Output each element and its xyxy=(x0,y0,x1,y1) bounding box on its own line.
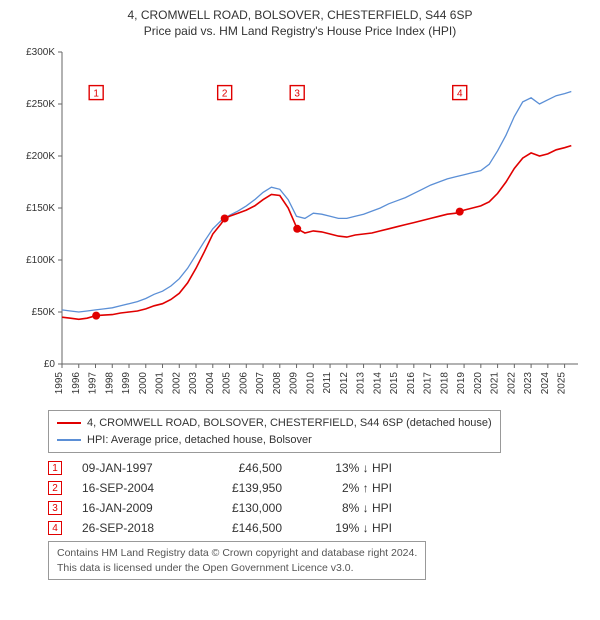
svg-text:£300K: £300K xyxy=(26,47,55,58)
transaction-row: 3 16-JAN-2009 £130,000 8% ↓ HPI xyxy=(48,501,588,515)
transaction-row: 4 26-SEP-2018 £146,500 19% ↓ HPI xyxy=(48,521,588,535)
footer-attribution: Contains HM Land Registry data © Crown c… xyxy=(48,541,426,580)
svg-text:£0: £0 xyxy=(44,359,56,370)
svg-text:2006: 2006 xyxy=(238,372,249,395)
svg-text:2011: 2011 xyxy=(322,372,333,394)
svg-text:2018: 2018 xyxy=(439,372,450,395)
svg-text:2016: 2016 xyxy=(406,372,417,395)
svg-text:2000: 2000 xyxy=(138,372,149,395)
svg-text:2024: 2024 xyxy=(540,372,551,395)
svg-text:2014: 2014 xyxy=(372,372,383,395)
transaction-row: 2 16-SEP-2004 £139,950 2% ↑ HPI xyxy=(48,481,588,495)
svg-text:2004: 2004 xyxy=(205,372,216,395)
svg-text:2007: 2007 xyxy=(255,372,266,395)
transaction-diff: 13% ↓ HPI xyxy=(302,461,392,475)
svg-text:£50K: £50K xyxy=(32,307,56,318)
legend: 4, CROMWELL ROAD, BOLSOVER, CHESTERFIELD… xyxy=(48,410,501,453)
marker-dot-3 xyxy=(293,225,301,233)
svg-text:1998: 1998 xyxy=(104,372,115,395)
transaction-price: £146,500 xyxy=(202,521,282,535)
svg-text:1997: 1997 xyxy=(88,372,99,395)
svg-text:£200K: £200K xyxy=(26,151,55,162)
svg-text:£100K: £100K xyxy=(26,255,55,266)
title-line-1: 4, CROMWELL ROAD, BOLSOVER, CHESTERFIELD… xyxy=(12,8,588,22)
transaction-marker: 4 xyxy=(48,521,62,535)
svg-text:2015: 2015 xyxy=(389,372,400,395)
series-hpi xyxy=(62,92,571,313)
transaction-price: £130,000 xyxy=(202,501,282,515)
legend-swatch xyxy=(57,439,81,441)
footer-line-2: This data is licensed under the Open Gov… xyxy=(57,561,417,576)
svg-text:2019: 2019 xyxy=(456,372,467,395)
legend-item-0: 4, CROMWELL ROAD, BOLSOVER, CHESTERFIELD… xyxy=(57,415,492,432)
marker-label-1: 1 xyxy=(93,89,99,100)
svg-text:2022: 2022 xyxy=(506,372,517,395)
svg-text:2002: 2002 xyxy=(171,372,182,395)
marker-label-4: 4 xyxy=(457,89,463,100)
svg-text:2010: 2010 xyxy=(305,372,316,395)
transaction-marker: 2 xyxy=(48,481,62,495)
marker-dot-4 xyxy=(456,208,464,216)
svg-text:£250K: £250K xyxy=(26,99,55,110)
svg-text:2020: 2020 xyxy=(473,372,484,395)
price-chart: £0 £50K £100K £150K £200K £250K £300K 1995 1996 1… xyxy=(12,44,588,404)
svg-text:2012: 2012 xyxy=(339,372,350,395)
svg-text:2021: 2021 xyxy=(490,372,501,395)
title-line-2: Price paid vs. HM Land Registry's House … xyxy=(12,24,588,38)
transaction-date: 16-JAN-2009 xyxy=(82,501,182,515)
transaction-marker: 3 xyxy=(48,501,62,515)
svg-text:2025: 2025 xyxy=(557,372,568,395)
transaction-price: £46,500 xyxy=(202,461,282,475)
transaction-price: £139,950 xyxy=(202,481,282,495)
svg-text:2017: 2017 xyxy=(423,372,434,395)
svg-text:1999: 1999 xyxy=(121,372,132,395)
footer-line-1: Contains HM Land Registry data © Crown c… xyxy=(57,546,417,561)
transaction-date: 16-SEP-2004 xyxy=(82,481,182,495)
marker-dot-2 xyxy=(221,214,229,222)
legend-label: 4, CROMWELL ROAD, BOLSOVER, CHESTERFIELD… xyxy=(87,415,492,432)
svg-text:2003: 2003 xyxy=(188,372,199,395)
svg-text:2023: 2023 xyxy=(523,372,534,395)
svg-text:2008: 2008 xyxy=(272,372,283,395)
transaction-diff: 19% ↓ HPI xyxy=(302,521,392,535)
svg-text:1996: 1996 xyxy=(71,372,82,395)
legend-label: HPI: Average price, detached house, Bols… xyxy=(87,432,312,449)
marker-dot-1 xyxy=(92,312,100,320)
series-price_paid xyxy=(62,146,571,320)
svg-text:2009: 2009 xyxy=(289,372,300,395)
svg-text:2013: 2013 xyxy=(356,372,367,395)
legend-item-1: HPI: Average price, detached house, Bols… xyxy=(57,432,492,449)
legend-swatch xyxy=(57,422,81,424)
marker-label-2: 2 xyxy=(222,89,228,100)
transaction-date: 09-JAN-1997 xyxy=(82,461,182,475)
svg-text:1995: 1995 xyxy=(54,372,65,395)
transaction-diff: 8% ↓ HPI xyxy=(302,501,392,515)
svg-text:£150K: £150K xyxy=(26,203,55,214)
chart-title: 4, CROMWELL ROAD, BOLSOVER, CHESTERFIELD… xyxy=(12,8,588,38)
marker-label-3: 3 xyxy=(294,89,300,100)
transaction-diff: 2% ↑ HPI xyxy=(302,481,392,495)
svg-text:2005: 2005 xyxy=(222,372,233,395)
transactions-table: 1 09-JAN-1997 £46,500 13% ↓ HPI 2 16-SEP-2004… xyxy=(48,461,588,535)
svg-text:2001: 2001 xyxy=(155,372,166,395)
transaction-date: 26-SEP-2018 xyxy=(82,521,182,535)
transaction-marker: 1 xyxy=(48,461,62,475)
transaction-row: 1 09-JAN-1997 £46,500 13% ↓ HPI xyxy=(48,461,588,475)
